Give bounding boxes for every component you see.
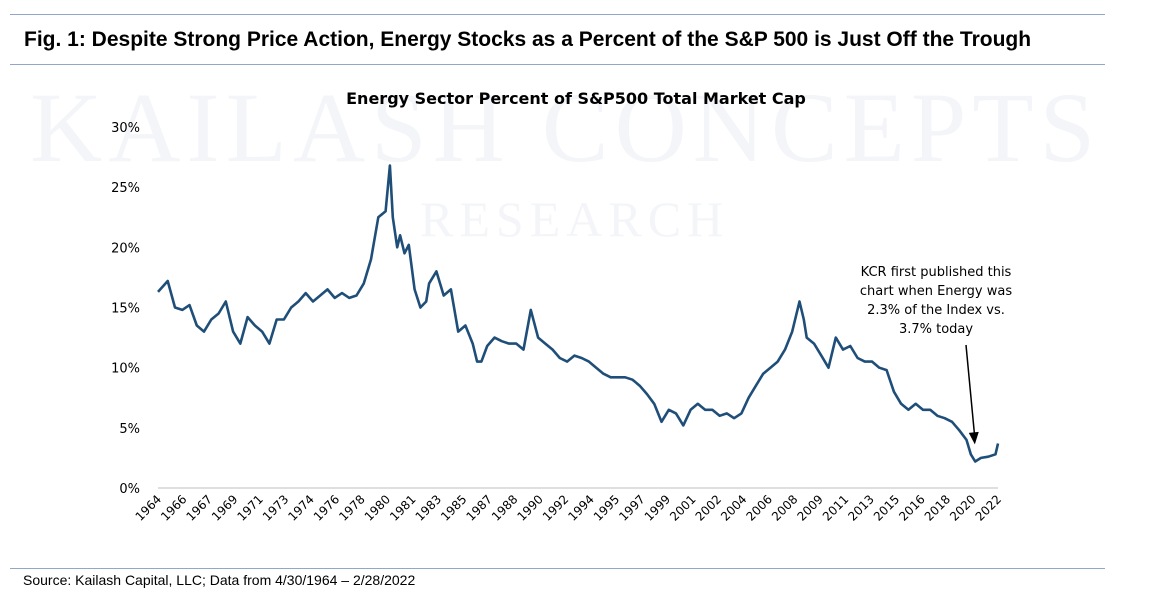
x-tick-label: 2002 <box>693 492 724 523</box>
x-tick-label: 1973 <box>260 492 291 523</box>
x-tick-label: 1967 <box>184 492 215 523</box>
source-rule <box>10 568 1105 569</box>
x-tick-label: 1980 <box>362 492 393 523</box>
x-tick-label: 2006 <box>744 492 775 523</box>
y-tick-label: 25% <box>111 181 140 196</box>
title-rule <box>10 64 1105 65</box>
x-tick-label: 1995 <box>591 492 622 523</box>
x-tick-label: 1999 <box>642 492 673 523</box>
figure-title: Fig. 1: Despite Strong Price Action, Ene… <box>24 28 1032 51</box>
annotation-line: 3.7% today <box>899 322 973 337</box>
y-tick-label: 20% <box>111 241 140 256</box>
annotation: KCR first published this chart when Energ… <box>860 265 1012 337</box>
y-tick-label: 10% <box>111 362 140 377</box>
x-tick-label: 1966 <box>158 492 189 523</box>
x-tick-label: 1994 <box>565 492 596 523</box>
x-tick-label: 1988 <box>489 492 520 523</box>
energy-share-line <box>157 164 1000 463</box>
x-tick-label: 2015 <box>871 492 902 523</box>
x-tick-label: 1985 <box>438 492 469 523</box>
annotation-line: chart when Energy was <box>860 284 1012 299</box>
x-tick-label: 1987 <box>464 492 495 523</box>
x-tick-label: 1992 <box>540 492 571 523</box>
x-tick-label: 1976 <box>311 492 342 523</box>
x-tick-label: 1971 <box>234 492 265 523</box>
x-tick-label: 1969 <box>209 492 240 523</box>
annotation-line: 2.3% of the Index vs. <box>867 303 1005 318</box>
watermark-secondary: RESEARCH <box>420 191 730 247</box>
x-tick-label: 1997 <box>616 492 647 523</box>
y-tick-label: 0% <box>119 482 140 497</box>
y-tick-label: 5% <box>119 422 140 437</box>
x-tick-label: 2022 <box>973 492 1004 523</box>
chart-title: Energy Sector Percent of S&P500 Total Ma… <box>346 89 806 108</box>
x-tick-label: 1974 <box>285 492 316 523</box>
y-tick-label: 30% <box>111 121 140 136</box>
x-tick-label: 2016 <box>896 492 927 523</box>
x-tick-label: 2008 <box>769 492 800 523</box>
annotation-line: KCR first published this <box>861 265 1012 280</box>
x-tick-label: 1983 <box>413 492 444 523</box>
y-tick-label: 15% <box>111 302 140 317</box>
annotation-arrow <box>965 344 976 439</box>
x-tick-label: 1978 <box>336 492 367 523</box>
top-rule <box>10 14 1105 15</box>
source-note: Source: Kailash Capital, LLC; Data from … <box>23 572 416 588</box>
x-axis-ticks: 1964196619671969197119731974197619781980… <box>133 492 1004 523</box>
x-tick-label: 2009 <box>794 492 825 523</box>
x-tick-label: 2001 <box>667 492 698 523</box>
annotation-arrow-head <box>968 431 979 445</box>
x-tick-label: 1990 <box>514 492 545 523</box>
x-tick-label: 1981 <box>387 492 418 523</box>
x-tick-label: 2018 <box>922 492 953 523</box>
x-tick-label: 2020 <box>947 492 978 523</box>
y-axis-ticks: 0% 5% 10% 15% 20% 25% 30% <box>111 121 140 497</box>
x-tick-label: 2011 <box>820 492 851 523</box>
x-tick-label: 2004 <box>718 492 749 523</box>
watermark-primary: KAILASH CONCEPTS <box>30 72 1102 183</box>
x-tick-label: 2013 <box>845 492 876 523</box>
